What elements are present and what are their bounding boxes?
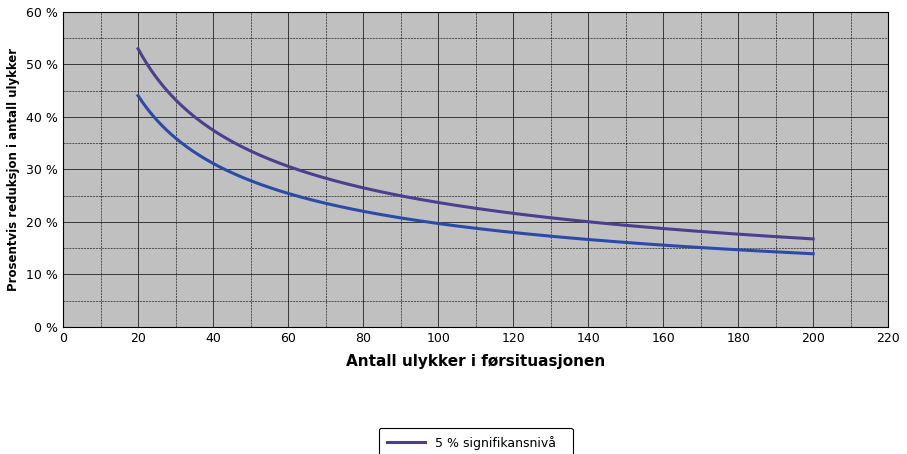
Legend: 5 % signifikansnivå, 10 % signifikansnivå: 5 % signifikansnivå, 10 % signifikansniv…	[379, 428, 572, 454]
10 % signifikansnivå	[808, 251, 819, 257]
10 % signifikansnivå	[792, 250, 803, 256]
Y-axis label: Prosentvis reduksjon i antall ulykker: Prosentvis reduksjon i antall ulykker	[7, 48, 20, 291]
5 % signifikansnivå	[132, 46, 143, 51]
10 % signifikansnivå	[686, 244, 697, 250]
5 % signifikansnivå	[534, 214, 545, 219]
5 % signifikansnivå	[457, 204, 468, 209]
10 % signifikansnivå	[457, 224, 468, 229]
10 % signifikansnivå	[534, 232, 545, 238]
10 % signifikansnivå	[498, 229, 509, 234]
5 % signifikansnivå	[498, 209, 509, 215]
10 % signifikansnivå	[132, 93, 143, 99]
Line: 5 % signifikansnivå: 5 % signifikansnivå	[138, 49, 814, 239]
5 % signifikansnivå	[686, 228, 697, 233]
5 % signifikansnivå	[454, 203, 464, 208]
10 % signifikansnivå	[454, 223, 464, 229]
5 % signifikansnivå	[792, 235, 803, 241]
5 % signifikansnivå	[808, 236, 819, 242]
X-axis label: Antall ulykker i førsituasjonen: Antall ulykker i førsituasjonen	[346, 354, 605, 369]
Line: 10 % signifikansnivå: 10 % signifikansnivå	[138, 96, 814, 254]
